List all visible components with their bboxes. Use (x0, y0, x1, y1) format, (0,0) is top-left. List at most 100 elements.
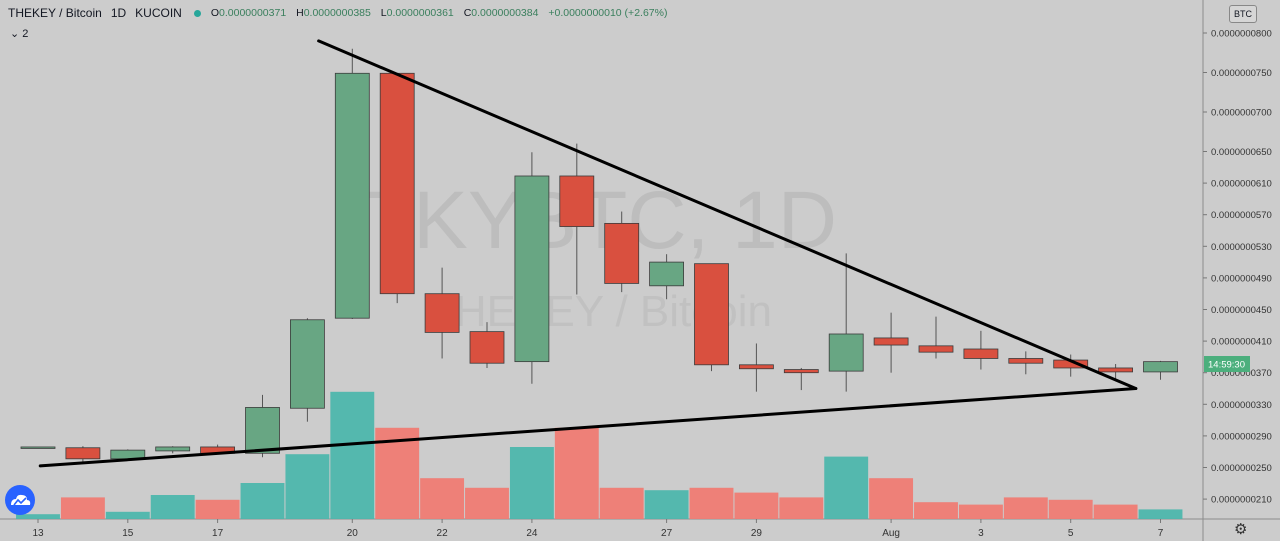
candle (469, 322, 505, 368)
time-tick-label: 15 (122, 528, 134, 539)
candle (918, 316, 954, 359)
close-label: C (463, 7, 472, 19)
volume-bar (509, 447, 554, 519)
volume-bar (240, 483, 285, 519)
last-price-box (1204, 356, 1250, 373)
indicator-collapse-toggle[interactable]: ⌄ 2 (10, 27, 28, 40)
candle-body (873, 337, 909, 346)
time-tick-label: 20 (347, 528, 359, 539)
triangle-drawing (38, 39, 1138, 468)
candle-body (469, 331, 505, 364)
time-tick-label: Aug (882, 528, 900, 539)
candle (828, 253, 864, 392)
candle-series (20, 48, 1178, 463)
last-price-label: 14:59:30 (1204, 356, 1250, 373)
legend-symbol[interactable]: THEKEY / Bitcoin (8, 6, 102, 20)
legend-exchange: KUCOIN (135, 6, 182, 20)
legend-interval[interactable]: 1D (110, 6, 127, 20)
change-value: +0.0000000010 (+2.67%) (548, 7, 668, 19)
volume-bar (150, 495, 195, 519)
volume-bar (195, 499, 240, 519)
volume-bar (1093, 504, 1138, 519)
candle-body (604, 222, 640, 284)
volume-bar (644, 490, 689, 519)
candle (604, 211, 640, 293)
candle (334, 48, 370, 319)
price-tick-label: 0.0000000250 (1211, 463, 1272, 474)
price-axis: 0.0000000800 0.0000000750 0.0000000700 0.00… (1203, 29, 1272, 506)
price-tick-label: 0.0000000210 (1211, 495, 1272, 506)
candle (963, 330, 999, 370)
time-tick-label: 13 (32, 528, 44, 539)
volume-bar (824, 456, 869, 519)
candle-body (289, 319, 325, 409)
time-tick-label: 17 (212, 528, 224, 539)
time-tick-label: 22 (437, 528, 449, 539)
ascending-trendline (38, 387, 1138, 468)
volume-bar (958, 504, 1003, 519)
settings-gear-icon[interactable]: ⚙ (1234, 521, 1248, 538)
price-tick-label: 0.0000000370 (1211, 368, 1272, 379)
candle (783, 367, 819, 391)
candle-body (334, 72, 370, 319)
close-value: 0.0000000384 (471, 7, 539, 19)
open-value: 0.0000000371 (219, 7, 287, 19)
time-tick-label: 27 (661, 528, 673, 539)
candle-body (559, 175, 595, 227)
price-tick-label: 0.0000000750 (1211, 68, 1272, 79)
currency-badge[interactable]: BTC (1229, 5, 1257, 23)
legend-ohlc: O0.0000000371 H0.0000000385 L0.000000036… (211, 7, 675, 19)
candle-body (1008, 358, 1044, 364)
price-tick-label: 0.0000000700 (1211, 108, 1272, 119)
candle-body (918, 345, 954, 353)
candle-body (828, 333, 864, 372)
candle (739, 343, 774, 392)
low-value: 0.0000000361 (386, 7, 454, 19)
price-tick-label: 0.0000000650 (1211, 147, 1272, 158)
candle (694, 263, 729, 372)
market-status-icon (193, 9, 201, 17)
volume-bar (465, 487, 509, 519)
low-label: L (380, 7, 387, 19)
volume-bar (554, 427, 599, 519)
time-tick-label: 24 (526, 528, 538, 539)
candle (155, 446, 191, 454)
volume-series (16, 391, 1183, 519)
candle-body (694, 263, 729, 366)
candle-body (65, 447, 101, 460)
volume-bar (689, 487, 734, 519)
high-label: H (296, 7, 304, 19)
price-tick-label: 0.0000000290 (1211, 431, 1272, 442)
volume-bar (779, 497, 824, 519)
candle (559, 143, 595, 295)
candle-body (963, 348, 999, 359)
candle (873, 312, 909, 373)
time-tick-label: 5 (1068, 528, 1074, 539)
tradingview-logo-icon[interactable] (5, 485, 35, 515)
candle (379, 72, 415, 304)
price-tick-label: 0.0000000530 (1211, 242, 1272, 253)
volume-bar (914, 502, 958, 519)
candle (424, 267, 460, 359)
volume-bar (1048, 499, 1093, 519)
volume-bar (330, 391, 375, 519)
watermark-title: TKYBTC, 1D (363, 175, 837, 266)
candle-body (649, 261, 684, 287)
candle (1008, 351, 1044, 375)
price-tick-label: 0.0000000410 (1211, 337, 1272, 348)
time-axis: 13 15 17 20 22 24 27 29 Aug 3 5 7 (32, 519, 1164, 539)
candle (649, 254, 684, 300)
volume-bar (869, 478, 914, 519)
candle (20, 446, 56, 449)
time-tick-label: 29 (751, 528, 763, 539)
candle-body (20, 446, 56, 449)
price-tick-label: 0.0000000610 (1211, 179, 1272, 190)
open-label: O (210, 7, 220, 19)
indicator-count: 2 (22, 28, 29, 40)
candle-body (783, 369, 819, 374)
candle (245, 394, 280, 458)
candle (1143, 360, 1178, 380)
candle (289, 318, 325, 422)
